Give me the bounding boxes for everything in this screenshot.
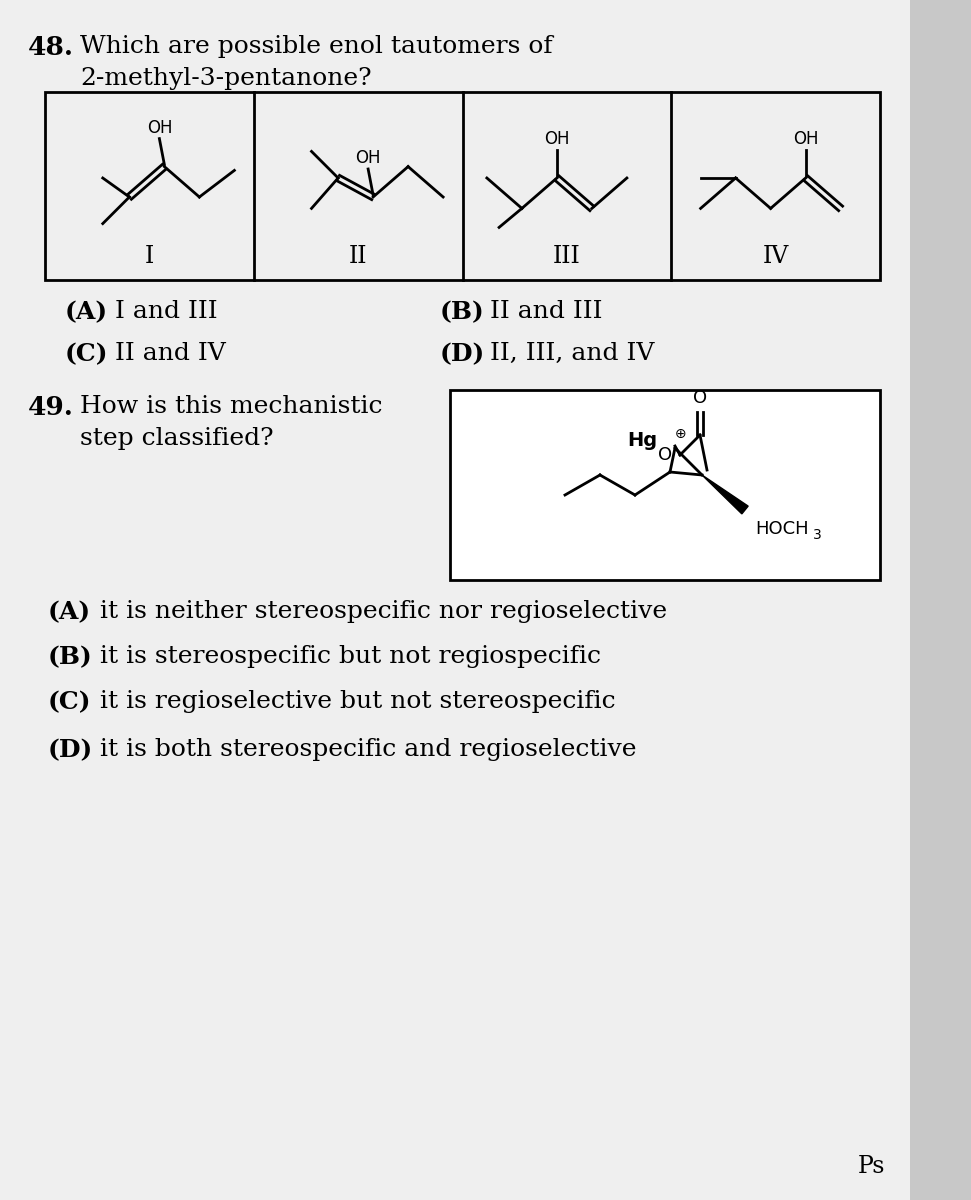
- Text: I and III: I and III: [115, 300, 218, 323]
- Text: OH: OH: [355, 149, 381, 167]
- Bar: [450, 390, 880, 580]
- Text: 2-methyl-3-pentanone?: 2-methyl-3-pentanone?: [80, 67, 372, 90]
- Text: HOCH: HOCH: [755, 520, 809, 538]
- Text: (C): (C): [65, 342, 109, 366]
- Text: O: O: [693, 389, 707, 407]
- Text: (D): (D): [440, 342, 486, 366]
- Polygon shape: [702, 475, 749, 514]
- Text: ⊕: ⊕: [675, 427, 686, 440]
- Text: OH: OH: [793, 130, 819, 148]
- Text: (B): (B): [440, 300, 485, 324]
- Text: II and IV: II and IV: [115, 342, 225, 365]
- Text: it is both stereospecific and regioselective: it is both stereospecific and regioselec…: [100, 738, 637, 761]
- Text: (B): (B): [48, 646, 93, 670]
- Text: OH: OH: [147, 119, 172, 137]
- Text: III: III: [553, 245, 581, 268]
- Text: (A): (A): [65, 300, 108, 324]
- Text: (C): (C): [48, 690, 91, 714]
- Text: 49.: 49.: [28, 395, 74, 420]
- Bar: [45, 92, 880, 280]
- Text: II, III, and IV: II, III, and IV: [490, 342, 654, 365]
- Text: (D): (D): [48, 738, 93, 762]
- Text: Hg: Hg: [627, 431, 657, 450]
- Text: 3: 3: [813, 528, 821, 542]
- Text: (A): (A): [48, 600, 91, 624]
- Text: IV: IV: [762, 245, 788, 268]
- Text: 48.: 48.: [28, 35, 74, 60]
- Text: it is regioselective but not stereospecific: it is regioselective but not stereospeci…: [100, 690, 616, 713]
- Text: O: O: [658, 446, 672, 464]
- Text: step classified?: step classified?: [80, 427, 274, 450]
- Text: How is this mechanistic: How is this mechanistic: [80, 395, 383, 418]
- Text: II and III: II and III: [490, 300, 602, 323]
- Text: I: I: [145, 245, 154, 268]
- Text: OH: OH: [544, 130, 570, 148]
- Text: II: II: [349, 245, 367, 268]
- Text: it is stereospecific but not regiospecific: it is stereospecific but not regiospecif…: [100, 646, 601, 668]
- Text: it is neither stereospecific nor regioselective: it is neither stereospecific nor regiose…: [100, 600, 667, 623]
- Text: Which are possible enol tautomers of: Which are possible enol tautomers of: [80, 35, 552, 58]
- Text: Ps: Ps: [857, 1154, 885, 1178]
